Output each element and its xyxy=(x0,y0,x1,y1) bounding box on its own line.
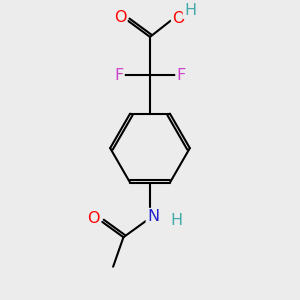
Text: O: O xyxy=(87,211,100,226)
Text: N: N xyxy=(147,209,159,224)
Text: H: H xyxy=(184,3,196,18)
Text: F: F xyxy=(177,68,186,83)
Text: O: O xyxy=(114,10,126,25)
Text: O: O xyxy=(172,11,184,26)
Text: F: F xyxy=(114,68,123,83)
Text: H: H xyxy=(171,213,183,228)
